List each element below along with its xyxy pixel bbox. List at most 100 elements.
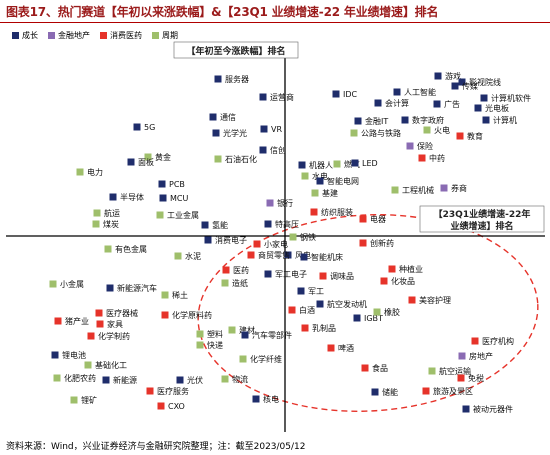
- data-point-label: VR: [271, 125, 282, 134]
- data-point-label: 化学制药: [98, 331, 130, 341]
- data-point: [49, 280, 57, 288]
- data-point: [440, 184, 448, 192]
- data-point: [253, 240, 261, 248]
- data-point-label: 工业金属: [167, 210, 199, 220]
- data-point-label: 快递: [207, 340, 223, 350]
- data-point-label: 化学纤维: [250, 354, 282, 364]
- data-point-label: 调味品: [330, 271, 354, 281]
- data-point-label: 金融IT: [365, 116, 388, 126]
- data-point: [133, 123, 141, 131]
- data-point-label: PCB: [169, 180, 185, 189]
- data-point: [228, 326, 236, 334]
- data-point-label: 智能电网: [327, 176, 359, 186]
- data-point: [109, 193, 117, 201]
- data-point-label: 猪产业: [65, 316, 89, 326]
- data-point-label: 水泥: [185, 251, 201, 261]
- data-point-label: IGBT: [364, 314, 383, 323]
- data-point-label: 面板: [138, 157, 154, 167]
- data-point-label: 军工: [308, 287, 324, 296]
- data-point-label: 公路与铁路: [361, 128, 401, 138]
- data-point-label: 食品: [372, 363, 388, 373]
- data-point: [214, 75, 222, 83]
- legend: 成长 金融地产 消费医药 周期: [12, 30, 178, 41]
- x-axis-label-text: 业绩增速】排名: [450, 220, 513, 232]
- data-point: [433, 100, 441, 108]
- data-point: [266, 199, 274, 207]
- data-point: [351, 159, 359, 167]
- data-point-label: 教育: [467, 131, 483, 141]
- data-point-label: 光伏: [187, 375, 203, 385]
- data-point-label: 乳制品: [312, 323, 336, 333]
- data-point-label: 水电: [312, 171, 328, 181]
- data-point-label: 汽车零部件: [252, 330, 292, 340]
- data-point-label: 医药: [233, 265, 249, 275]
- data-point-label: 核电: [263, 394, 279, 404]
- data-point-label: 新能源汽车: [117, 283, 157, 293]
- data-point: [284, 251, 292, 259]
- data-point: [157, 402, 165, 410]
- data-point-label: 啤酒: [338, 343, 354, 353]
- data-point-label: 工程机械: [402, 185, 434, 195]
- data-point: [51, 351, 59, 359]
- data-point: [451, 82, 459, 90]
- data-point: [209, 113, 217, 121]
- legend-label: 金融地产: [58, 31, 90, 40]
- data-point: [221, 375, 229, 383]
- data-point: [371, 388, 379, 396]
- data-point-label: 家具: [107, 319, 123, 329]
- data-point: [353, 314, 361, 322]
- x-axis-label-text: 【23Q1业绩增速-22年: [434, 208, 531, 220]
- data-point: [301, 172, 309, 180]
- data-point-label: 化妆品: [391, 276, 415, 286]
- data-point: [174, 252, 182, 260]
- data-point: [260, 125, 268, 133]
- data-point: [146, 387, 154, 395]
- data-point: [298, 161, 306, 169]
- data-point-label: 传媒: [462, 81, 478, 91]
- data-point-label: 医疗服务: [157, 386, 189, 396]
- data-point: [70, 396, 78, 404]
- data-point-label: 机器人: [309, 160, 333, 170]
- data-point: [458, 352, 466, 360]
- legend-item: 成长: [12, 30, 38, 41]
- data-point-label: 房地产: [469, 351, 493, 361]
- data-point: [428, 367, 436, 375]
- data-point-label: 航空发动机: [327, 299, 367, 309]
- data-point: [106, 284, 114, 292]
- data-point-label: 石油石化: [225, 154, 257, 164]
- data-point: [408, 296, 416, 304]
- data-point-label: 会计算: [385, 98, 409, 108]
- data-point: [156, 211, 164, 219]
- data-point-label: 中药: [429, 153, 445, 163]
- data-point-label: CXO: [168, 402, 185, 411]
- data-point-label: 橡胶: [384, 307, 400, 317]
- data-point: [288, 306, 296, 314]
- data-point-label: 美容护理: [419, 295, 451, 305]
- data-point: [316, 300, 324, 308]
- data-point-label: 服务器: [225, 74, 249, 84]
- data-point-label: 化肥农药: [64, 373, 96, 383]
- data-point-label: 造纸: [232, 278, 248, 288]
- data-point-label: 氢能: [212, 220, 228, 230]
- data-point-label: 影视院线: [469, 77, 501, 87]
- data-point-label: 新能源: [113, 375, 137, 385]
- data-point: [158, 180, 166, 188]
- data-point: [327, 344, 335, 352]
- data-point: [458, 78, 466, 86]
- figure-title: 图表17、热门赛道【年初以来涨跌幅】&【23Q1 业绩增速-22 年业绩增速】排…: [6, 5, 439, 19]
- legend-swatch: [100, 32, 107, 39]
- data-point-label: 旅游及景区: [433, 386, 473, 396]
- data-point-label: 钢铁: [300, 232, 316, 242]
- data-point: [319, 272, 327, 280]
- data-point-label: 塑料: [207, 329, 223, 339]
- data-point-label: LED: [362, 159, 378, 168]
- data-point-label: 信创: [270, 145, 286, 155]
- data-point: [310, 208, 318, 216]
- data-point: [289, 233, 297, 241]
- data-point: [241, 331, 249, 339]
- data-point: [212, 129, 220, 137]
- data-point: [259, 146, 267, 154]
- data-point: [96, 320, 104, 328]
- data-point: [373, 308, 381, 316]
